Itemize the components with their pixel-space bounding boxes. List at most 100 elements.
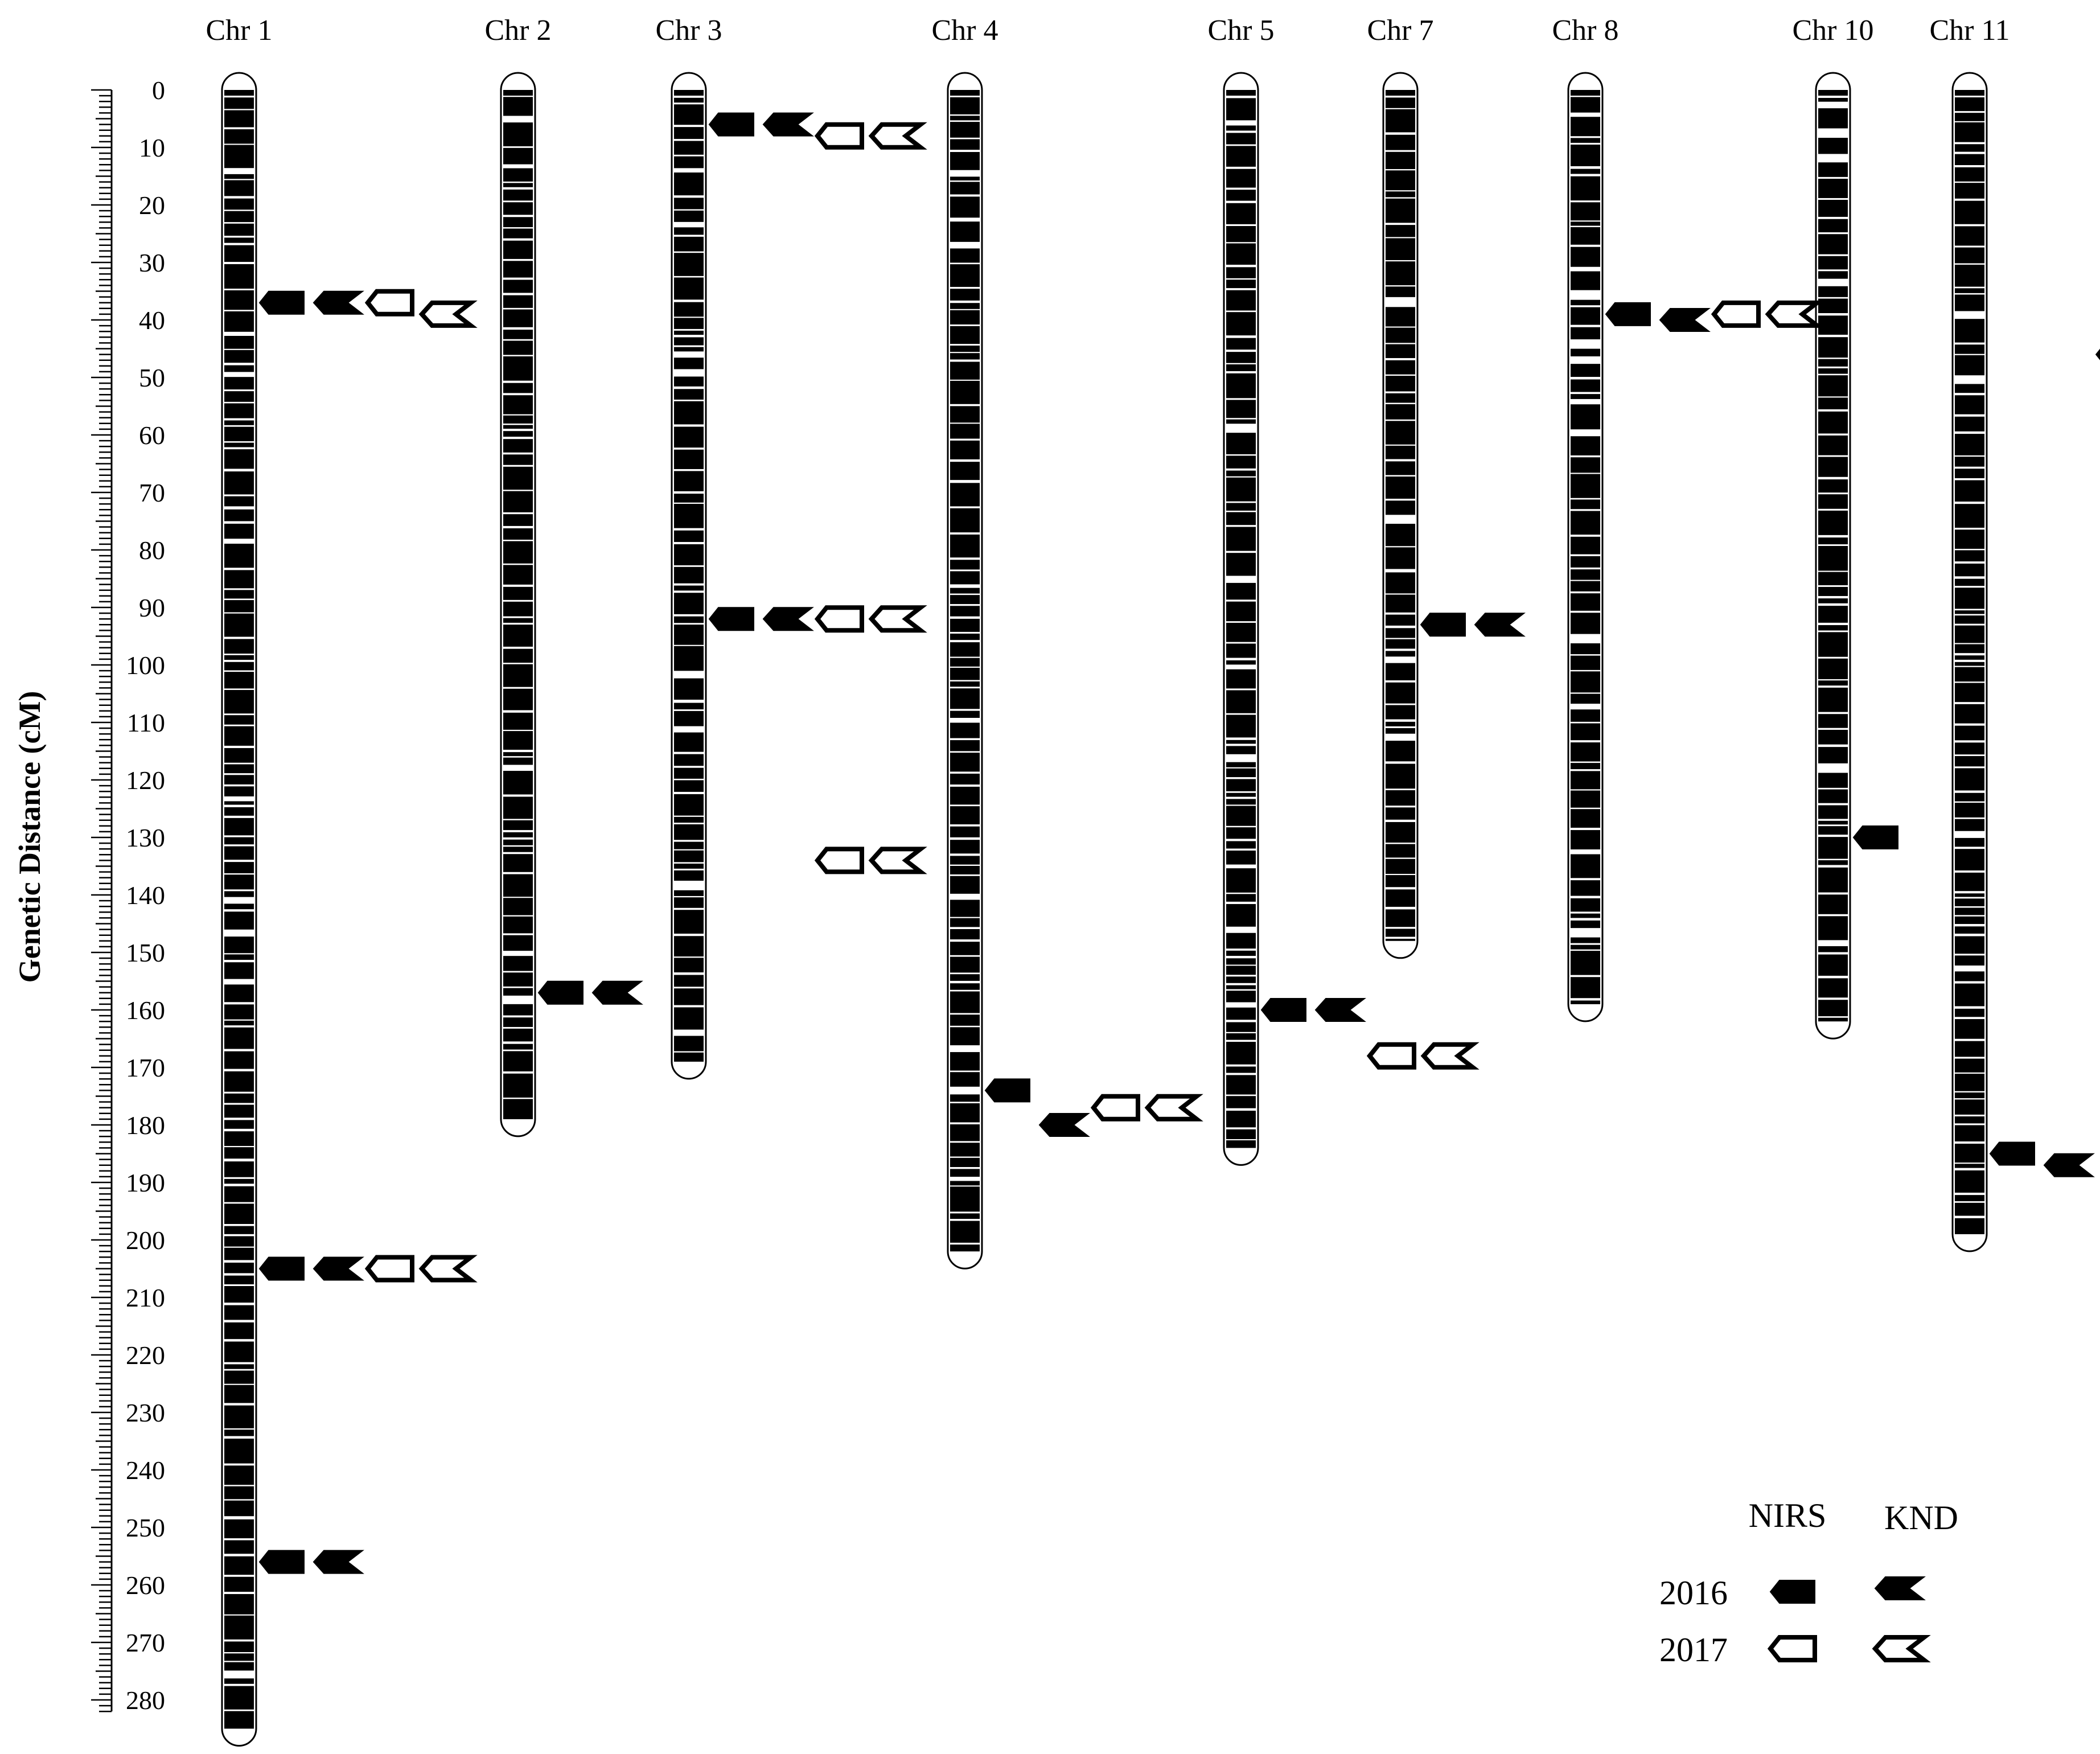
marker-gap xyxy=(1226,754,1256,762)
marker-gap xyxy=(1226,335,1256,338)
qtl-knd-2016-marker xyxy=(762,607,814,631)
marker-gap xyxy=(224,1273,254,1276)
marker-gap xyxy=(950,480,980,483)
marker-gap xyxy=(950,1013,980,1015)
marker-gap xyxy=(950,194,980,197)
marker-gap xyxy=(1386,726,1415,728)
marker-gap xyxy=(1386,680,1415,683)
marker-gap xyxy=(1955,455,1984,457)
marker-gap xyxy=(1955,790,1984,793)
chromosome-label: Chr 10 xyxy=(1793,14,1874,47)
legend-knd-2017-icon xyxy=(1872,1635,1931,1662)
marker-gap xyxy=(224,494,254,496)
marker-gap xyxy=(1571,473,1600,474)
marker-gap xyxy=(1818,492,1848,495)
marker-gap xyxy=(503,986,533,988)
marker-gap xyxy=(674,542,704,544)
marker-gap xyxy=(224,401,254,404)
marker-gap xyxy=(674,972,704,975)
marker-gap xyxy=(503,845,533,847)
marker-gap xyxy=(1955,954,1984,956)
marker-gap xyxy=(674,840,704,842)
marker-gap xyxy=(1571,142,1600,145)
marker-gap xyxy=(1571,740,1600,743)
marker-gap xyxy=(1226,713,1256,715)
marker-gap xyxy=(950,1102,980,1103)
marker-gap xyxy=(674,528,704,531)
marker-gap xyxy=(1226,975,1256,977)
marker-gap xyxy=(224,929,254,937)
marker-gap xyxy=(1386,297,1415,307)
marker-gap xyxy=(674,1005,704,1008)
marker-gap xyxy=(224,1002,254,1005)
marker-gap xyxy=(1818,679,1848,681)
marker-gap xyxy=(224,348,254,350)
marker-gap xyxy=(224,844,254,847)
axis-tick-label: 110 xyxy=(127,708,165,737)
marker-gap xyxy=(224,873,254,875)
marker-gap xyxy=(1955,1057,1984,1059)
marker-gap xyxy=(503,355,533,356)
marker-gap xyxy=(1955,924,1984,927)
marker-gap xyxy=(503,687,533,689)
qtl-nirs-2017-marker xyxy=(2095,348,2100,360)
marker-gap xyxy=(674,351,704,358)
marker-gap xyxy=(1955,653,1984,656)
marker-gap xyxy=(950,300,980,303)
marker-gap xyxy=(950,917,980,918)
marker-gap xyxy=(1955,431,1984,434)
marker-gap xyxy=(224,1383,254,1385)
marker-gap xyxy=(1226,1127,1256,1129)
marker-gap xyxy=(1818,334,1848,338)
qtl-knd-2016-marker xyxy=(313,1256,364,1281)
marker-gap xyxy=(224,1103,254,1105)
marker-gap xyxy=(224,1592,254,1595)
marker-gap xyxy=(503,181,533,183)
marker-gap xyxy=(1386,733,1415,741)
marker-gap xyxy=(1571,356,1600,364)
marker-gap xyxy=(950,1242,980,1245)
marker-gap xyxy=(224,1246,254,1248)
marker-gap xyxy=(1226,120,1256,126)
marker-gap xyxy=(674,1029,704,1036)
marker-gap xyxy=(674,934,704,936)
marker-gap xyxy=(224,469,254,472)
marker-gap xyxy=(1226,848,1256,851)
marker-gap xyxy=(1818,232,1848,235)
marker-gap xyxy=(224,1403,254,1406)
marker-gap xyxy=(1226,964,1256,966)
marker-gap xyxy=(1226,1108,1256,1111)
marker-gap xyxy=(224,588,254,590)
marker-gap xyxy=(224,243,254,245)
marker-gap xyxy=(224,953,254,955)
marker-gap xyxy=(674,565,704,567)
marker-gap xyxy=(1955,165,1984,167)
marker-gap xyxy=(674,956,704,958)
marker-gap xyxy=(1571,911,1600,914)
marker-gap xyxy=(224,713,254,716)
marker-gap xyxy=(1818,997,1848,1000)
marker-gap xyxy=(1955,981,1984,984)
marker-gap xyxy=(1955,502,1984,504)
marker-gap xyxy=(224,1683,254,1686)
marker-gap xyxy=(1571,305,1600,307)
marker-gap xyxy=(950,1219,980,1221)
marker-gap xyxy=(1818,952,1848,955)
marker-gap xyxy=(1571,266,1600,272)
axis-tick-label: 10 xyxy=(139,133,165,162)
marker-gap xyxy=(1226,350,1256,352)
marker-gap xyxy=(950,640,980,643)
marker-gap xyxy=(503,837,533,840)
marker-gap xyxy=(503,96,533,97)
marker-gap xyxy=(1955,478,1984,480)
marker-gap xyxy=(503,852,533,855)
marker-gap xyxy=(1571,174,1600,176)
marker-gap xyxy=(1955,1017,1984,1020)
marker-gap xyxy=(224,1224,254,1226)
marker-gap xyxy=(1955,293,1984,295)
qtl-knd-2016-marker xyxy=(2043,1153,2095,1177)
marker-gap xyxy=(950,359,980,362)
marker-gap xyxy=(1386,927,1415,929)
marker-gap xyxy=(1386,96,1415,98)
